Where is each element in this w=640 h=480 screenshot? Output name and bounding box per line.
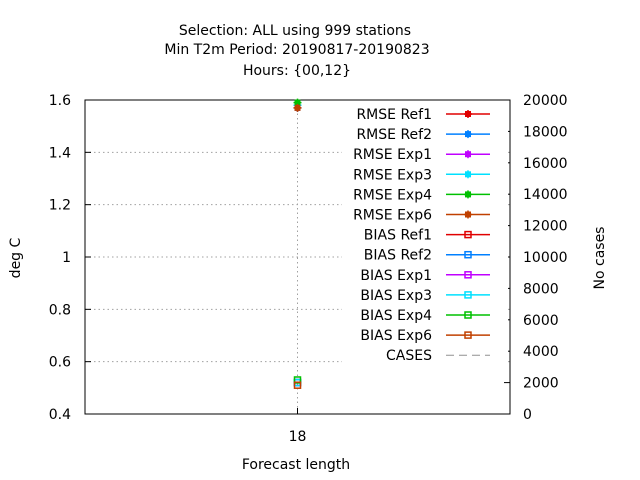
y2-tick-label: 16000 [523, 156, 568, 172]
legend-label: CASES [386, 348, 432, 364]
chart-title: Selection: ALL using 999 stations Min T2… [164, 23, 429, 79]
legend-label: RMSE Exp4 [353, 187, 432, 203]
data-marks [294, 99, 302, 389]
legend-label: BIAS Exp3 [360, 288, 432, 304]
legend-label: BIAS Exp1 [360, 268, 432, 284]
y2-tick-label: 20000 [523, 93, 568, 109]
y-tick-label: 0.4 [49, 407, 71, 423]
chart-title-line-1: Selection: ALL using 999 stations [179, 23, 411, 39]
legend-label: BIAS Exp6 [360, 328, 432, 344]
legend-label: RMSE Exp6 [353, 208, 432, 224]
y-tick-label: 1 [62, 250, 71, 266]
y2-tick-label: 2000 [523, 376, 559, 392]
legend: RMSE Ref1 RMSE Ref2 RMSE Exp1 RMSE Exp3 RMSE… [342, 103, 508, 366]
y-tick-label: 1.4 [49, 145, 71, 161]
y2-tick-label: 8000 [523, 281, 559, 297]
x-axis-label: Forecast length [242, 457, 350, 473]
y2-axis-label: No cases [592, 227, 608, 290]
y2-tick-label: 14000 [523, 187, 568, 203]
y2-tick-label: 18000 [523, 124, 568, 140]
y2-tick-label: 12000 [523, 219, 568, 235]
y-tick-label: 1.6 [49, 93, 71, 109]
legend-label: BIAS Ref1 [364, 228, 432, 244]
y2-tick-label: 0 [523, 407, 532, 423]
legend-label: RMSE Ref2 [356, 127, 432, 143]
legend-label: RMSE Exp1 [353, 147, 432, 163]
y2-tick-label: 4000 [523, 344, 559, 360]
legend-label: BIAS Exp4 [360, 308, 432, 324]
y-tick-label: 0.8 [49, 302, 71, 318]
chart-title-line-2: Min T2m Period: 20190817-20190823 [164, 42, 429, 58]
data-point [294, 104, 302, 112]
y2-tick-label: 6000 [523, 313, 559, 329]
x-tick-label: 18 [289, 429, 307, 445]
y-tick-label: 0.6 [49, 355, 71, 371]
y2-tick-label: 10000 [523, 250, 568, 266]
y-axis-label: deg C [8, 237, 24, 278]
legend-label: RMSE Ref1 [356, 107, 432, 123]
legend-label: BIAS Ref2 [364, 248, 432, 264]
y-tick-label: 1.2 [49, 198, 71, 214]
legend-label: RMSE Exp3 [353, 167, 432, 183]
chart-title-line-3: Hours: {00,12} [243, 63, 351, 79]
y2-axis-ticks: 0 2000 4000 6000 8000 10000 12000 14000 16000 180… [504, 93, 568, 423]
